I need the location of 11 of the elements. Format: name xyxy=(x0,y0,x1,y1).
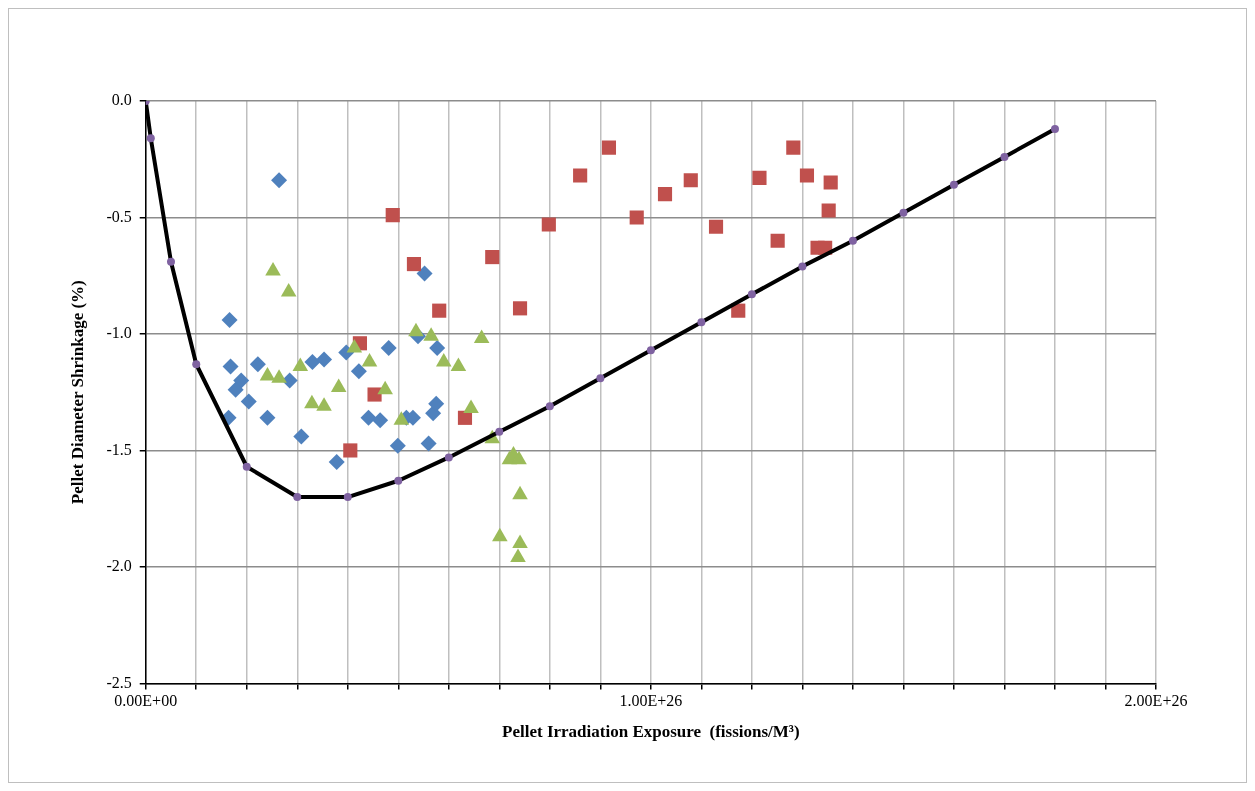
x-tick-label: 2.00E+26 xyxy=(1124,692,1188,710)
y-axis-title: Pellet Diameter Shrinkage (%) xyxy=(67,280,87,505)
x-tick-label: 1.00E+26 xyxy=(619,692,683,710)
y-tick-label: -1.0 xyxy=(106,324,132,342)
y-tick-label: -2.0 xyxy=(106,557,132,575)
y-tick-label: -1.5 xyxy=(106,440,132,458)
x-tick-label: 0.00E+00 xyxy=(114,692,178,710)
x-axis-title: Pellet Irradiation Exposure (fissions/M³) xyxy=(502,722,800,742)
y-tick-label: -2.5 xyxy=(106,673,132,691)
y-tick-label: -0.5 xyxy=(106,207,132,225)
y-tick-label: 0.0 xyxy=(111,91,132,109)
